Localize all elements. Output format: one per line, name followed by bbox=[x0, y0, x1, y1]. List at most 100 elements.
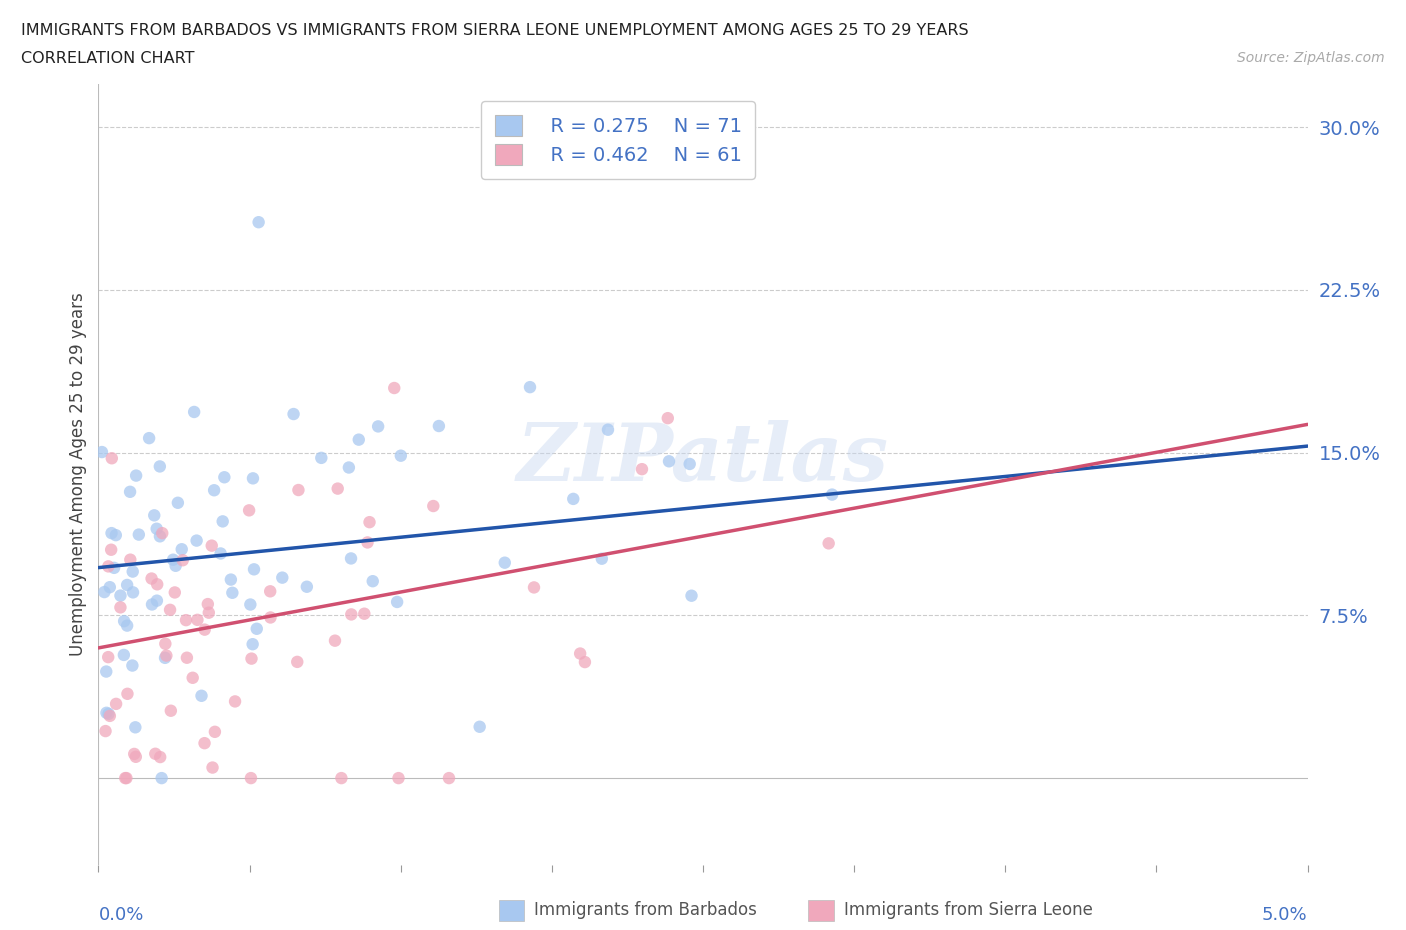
Point bbox=[162, 552, 184, 567]
Point bbox=[239, 597, 262, 612]
Point bbox=[146, 593, 169, 608]
Point bbox=[104, 527, 127, 542]
Point bbox=[359, 514, 381, 529]
Point bbox=[141, 571, 163, 586]
Text: 0.0%: 0.0% bbox=[98, 906, 143, 923]
Point bbox=[105, 697, 128, 711]
Point bbox=[160, 703, 183, 718]
Point bbox=[562, 491, 585, 506]
Point bbox=[143, 747, 166, 762]
Point bbox=[146, 577, 169, 591]
Point bbox=[285, 655, 308, 670]
Point bbox=[569, 646, 592, 661]
Point bbox=[174, 613, 197, 628]
Point bbox=[385, 594, 408, 609]
Point bbox=[330, 771, 353, 786]
Point bbox=[221, 585, 243, 600]
Point bbox=[340, 607, 363, 622]
Point bbox=[242, 637, 264, 652]
Point bbox=[204, 724, 226, 739]
Point bbox=[172, 552, 194, 567]
Point bbox=[122, 585, 145, 600]
Point bbox=[247, 215, 270, 230]
Point bbox=[382, 380, 405, 395]
Point bbox=[115, 771, 138, 786]
Point bbox=[121, 565, 143, 579]
Point bbox=[523, 580, 546, 595]
Point bbox=[295, 579, 318, 594]
Point bbox=[271, 570, 294, 585]
Point bbox=[112, 614, 135, 629]
Point bbox=[120, 485, 142, 499]
Point bbox=[159, 603, 181, 618]
Point bbox=[97, 650, 120, 665]
Point bbox=[143, 508, 166, 523]
Point bbox=[125, 750, 148, 764]
Point bbox=[150, 771, 173, 786]
Point bbox=[353, 606, 375, 621]
Point bbox=[283, 406, 305, 421]
Point bbox=[239, 771, 262, 786]
Point bbox=[337, 460, 360, 475]
Point bbox=[681, 589, 703, 604]
Point bbox=[361, 574, 384, 589]
Point bbox=[166, 496, 188, 511]
Point bbox=[125, 468, 148, 483]
Point bbox=[145, 522, 167, 537]
Point bbox=[170, 542, 193, 557]
Text: IMMIGRANTS FROM BARBADOS VS IMMIGRANTS FROM SIERRA LEONE UNEMPLOYMENT AMONG AGES: IMMIGRANTS FROM BARBADOS VS IMMIGRANTS F… bbox=[21, 23, 969, 38]
Point bbox=[163, 585, 186, 600]
Point bbox=[209, 546, 232, 561]
Point bbox=[141, 597, 163, 612]
Point bbox=[658, 454, 681, 469]
Point bbox=[112, 647, 135, 662]
Point bbox=[259, 584, 281, 599]
Point bbox=[323, 633, 346, 648]
Point bbox=[110, 600, 132, 615]
Point bbox=[181, 671, 204, 685]
Text: 5.0%: 5.0% bbox=[1263, 906, 1308, 923]
Point bbox=[224, 694, 246, 709]
Point bbox=[202, 483, 225, 498]
Point bbox=[494, 555, 516, 570]
Text: Immigrants from Barbados: Immigrants from Barbados bbox=[534, 900, 758, 919]
Text: CORRELATION CHART: CORRELATION CHART bbox=[21, 51, 194, 66]
Point bbox=[817, 536, 839, 551]
Point bbox=[100, 525, 122, 540]
Point bbox=[214, 470, 236, 485]
Point bbox=[186, 612, 208, 627]
Point bbox=[356, 535, 378, 550]
Point bbox=[198, 605, 221, 620]
Point bbox=[94, 724, 117, 738]
Point bbox=[101, 451, 124, 466]
Point bbox=[128, 527, 150, 542]
Point bbox=[121, 658, 143, 673]
Point bbox=[103, 561, 125, 576]
Point bbox=[574, 655, 596, 670]
Point bbox=[93, 585, 115, 600]
Point bbox=[422, 498, 444, 513]
Point bbox=[117, 686, 139, 701]
Point bbox=[138, 431, 160, 445]
Point bbox=[238, 503, 260, 518]
Point bbox=[91, 445, 114, 459]
Point bbox=[149, 750, 172, 764]
Point bbox=[389, 448, 412, 463]
Point bbox=[240, 651, 263, 666]
Point bbox=[387, 771, 409, 786]
Point bbox=[437, 771, 460, 786]
Point bbox=[201, 538, 224, 553]
Point bbox=[115, 618, 138, 633]
Point bbox=[176, 650, 198, 665]
Point bbox=[242, 471, 264, 485]
Point bbox=[120, 552, 142, 567]
Point bbox=[201, 760, 224, 775]
Point bbox=[100, 542, 122, 557]
Point bbox=[97, 559, 120, 574]
Legend:   R = 0.275    N = 71,   R = 0.462    N = 61: R = 0.275 N = 71, R = 0.462 N = 61 bbox=[481, 101, 755, 179]
Text: Source: ZipAtlas.com: Source: ZipAtlas.com bbox=[1237, 51, 1385, 65]
Text: ZIPatlas: ZIPatlas bbox=[517, 420, 889, 498]
Point bbox=[468, 719, 491, 734]
Point bbox=[149, 529, 172, 544]
Point bbox=[124, 720, 146, 735]
